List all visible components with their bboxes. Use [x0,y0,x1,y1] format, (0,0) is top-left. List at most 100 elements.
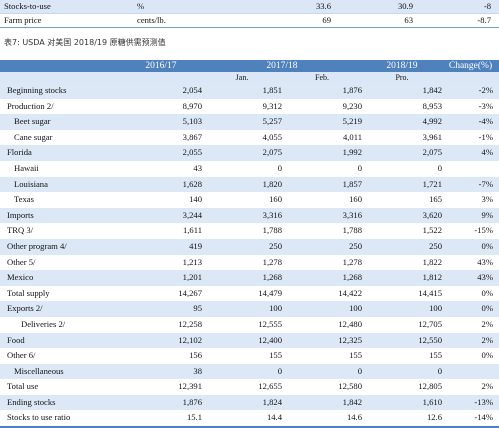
row-value: 1,824 [202,394,282,411]
row-value: 12,480 [338,318,362,329]
row-value: 8,970 [182,100,202,111]
row-change: 3% [481,194,493,205]
row-label: Deliveries 2/ [21,318,66,329]
subheader-row: Jan. Feb. Pro. [0,72,499,83]
row-value: 14,479 [258,287,282,298]
row-value: 12,705 [418,318,442,329]
row-label: Total use [7,381,39,392]
row-change: 2% [442,332,499,349]
row-value: 3,620 [362,207,442,224]
row-value: 1,788 [262,225,282,236]
row-change: 43% [442,270,499,286]
row-change: 0% [442,238,499,255]
row-value: 0 [202,363,282,380]
row-value: 1,610 [362,394,442,411]
header-change: Change(%) [442,60,499,72]
top-row-change: -8.7 [413,13,499,28]
row-value: 100 [282,301,362,317]
row-change [442,363,499,380]
row-change: 4% [442,145,499,161]
row-value: 1,278 [262,256,282,267]
top-row-unit: % [137,0,229,14]
row-value: 2,055 [120,145,202,161]
row-value: 1,842 [362,83,442,99]
row-value: 2,075 [362,145,442,161]
row-change: 2% [481,381,493,392]
row-value: 1,876 [120,394,202,411]
top-row-change: -8 [413,0,499,14]
row-value: 43 [193,162,202,173]
row-value: 2,075 [202,145,282,161]
row-value: 100 [362,301,442,317]
row-label: Ending stocks [0,394,120,411]
row-value: 140 [189,194,202,205]
table-row: Mexico 1,201 1,268 1,268 1,812 43% [0,270,499,286]
table-row: Ending stocks 1,876 1,824 1,842 1,610 -13% [0,394,499,411]
row-value: 14,422 [338,287,362,298]
row-value: 5,257 [202,114,282,130]
row-value: 0 [362,363,442,380]
row-value: 14.4 [202,410,282,428]
row-value: 14,415 [418,287,442,298]
row-value: 156 [189,350,202,361]
table-row: Texas 140 160 160 165 3% [0,192,499,208]
row-label: Cane sugar [14,131,53,142]
row-label: Other 5/ [7,256,36,267]
row-value: 1,851 [202,83,282,99]
row-value: 160 [349,194,362,205]
row-value: 0 [437,162,442,173]
row-value: 2,054 [120,83,202,99]
table-row: Miscellaneous 38 0 0 0 [0,363,499,380]
row-value: 12,555 [258,318,282,329]
row-value: 1,522 [422,225,442,236]
row-change: 0% [481,287,493,298]
row-value: 4,992 [362,114,442,130]
top-row: Stocks-to-use% 33.6 30.9 -8 [0,0,499,14]
top-row-value: 69 [229,13,331,28]
row-label: Other program 4/ [0,238,120,255]
row-label: Hawaii [14,162,39,173]
row-value: 12,580 [338,381,362,392]
sugar-supply-demand-table: 2016/17 2017/18 2018/19 Change(%) Jan. F… [0,60,499,428]
row-label: Beginning stocks [0,83,120,99]
row-value: 0 [277,162,282,173]
row-value: 5,103 [120,114,202,130]
row-value: 1,201 [120,270,202,286]
row-value: 0 [282,363,362,380]
row-value: 12,325 [282,332,362,349]
row-value: 14.6 [282,410,362,428]
row-value: 1,628 [120,176,202,193]
row-value: 12,258 [178,318,202,329]
table-row: Other 6/156 155 155 155 0% [0,348,499,364]
row-value: 4,011 [342,131,362,142]
row-value: 12,655 [258,381,282,392]
row-value: 8,953 [422,100,442,111]
table-row: Deliveries 2/12,258 12,555 12,480 12,705 2% [0,317,499,333]
table-row: Production 2/8,970 9,312 9,230 8,953 -3% [0,99,499,115]
top-row-label: Farm price [0,13,137,28]
row-value: 4,055 [262,131,282,142]
row-value: 100 [202,301,282,317]
row-change: 9% [442,207,499,224]
row-value: 1,268 [282,270,362,286]
table-row: Beginning stocks 2,054 1,851 1,876 1,842 -2% [0,83,499,99]
row-value: 3,316 [202,207,282,224]
row-value: 1,278 [342,256,362,267]
row-value: 12,400 [202,332,282,349]
top-row-label: Stocks-to-use [0,0,137,14]
row-value: 12.6 [362,410,442,428]
table-row: Food 12,102 12,400 12,325 12,550 2% [0,332,499,349]
row-value: 1,721 [362,176,442,193]
row-label: Exports 2/ [0,301,120,317]
row-value: 12,550 [362,332,442,349]
table-row: Cane sugar 3,867 4,055 4,011 3,961 -1% [0,130,499,146]
row-label: Miscellaneous [0,363,120,380]
row-value: 38 [120,363,202,380]
row-value: 155 [429,350,442,361]
row-label: Beet sugar [0,114,120,130]
row-label: Louisiana [0,176,120,193]
table-row: Louisiana 1,628 1,820 1,857 1,721 -7% [0,176,499,193]
row-value: 250 [362,238,442,255]
row-label: Production 2/ [7,100,54,111]
top-row-value: 63 [331,13,413,28]
